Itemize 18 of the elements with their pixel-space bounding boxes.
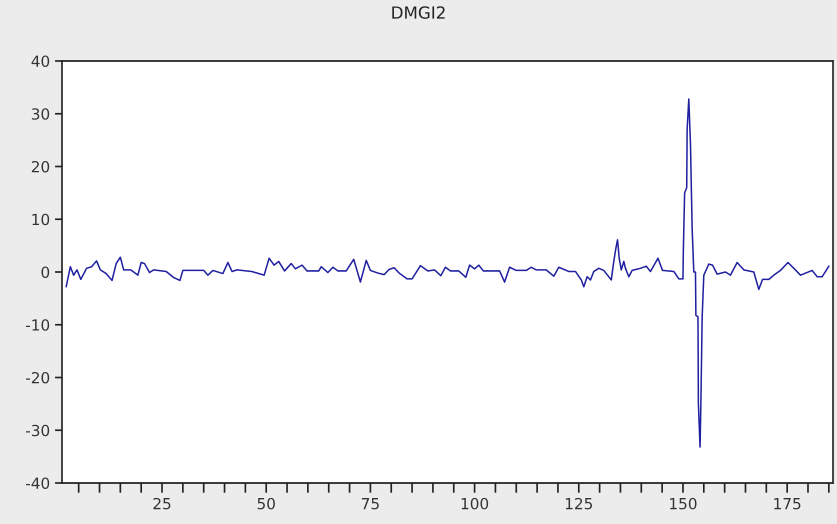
x-tick-label: 150: [670, 498, 697, 510]
x-tick-label: 175: [774, 498, 800, 510]
y-tick-label: 40: [32, 55, 50, 68]
x-tick-label: 50: [258, 498, 275, 510]
y-tick-label: 10: [32, 214, 50, 226]
y-tick-label: -40: [26, 477, 50, 490]
y-tick-label: 0: [41, 266, 50, 278]
x-tick-label: 25: [153, 498, 170, 510]
x-tick-label: 100: [462, 498, 488, 510]
y-tick-label: -20: [26, 372, 50, 384]
line-series: [65, 98, 830, 448]
chart-title: DMGI2: [392, 6, 445, 19]
y-tick-label: 20: [32, 160, 50, 173]
x-tick-label: 125: [566, 498, 592, 510]
y-tick-label: 30: [32, 108, 50, 120]
y-tick-label: -10: [26, 319, 50, 331]
y-tick-label: -30: [26, 424, 50, 436]
x-tick-label: 75: [362, 498, 379, 510]
